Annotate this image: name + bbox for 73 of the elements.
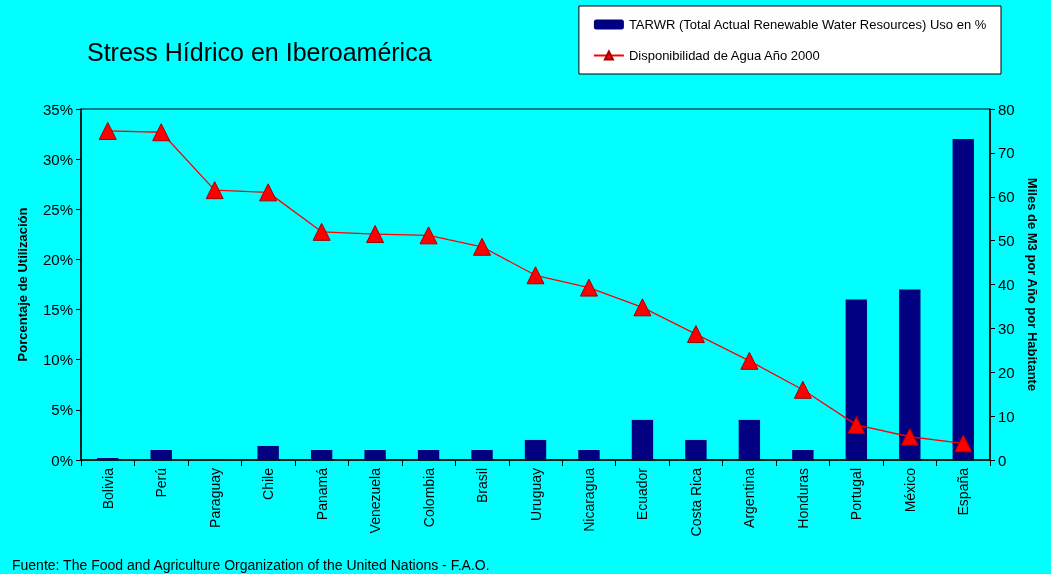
point bbox=[205, 181, 224, 200]
bar bbox=[952, 139, 974, 460]
legend-label: Disponibilidad de Agua Año 2000 bbox=[628, 48, 820, 63]
bar bbox=[471, 449, 493, 460]
bar bbox=[899, 289, 921, 460]
bar bbox=[524, 439, 547, 460]
x-tick-label: Ecuador bbox=[634, 467, 651, 521]
x-tick-label: Uruguay bbox=[527, 468, 544, 521]
x-tick-label: Chile bbox=[260, 467, 277, 500]
point bbox=[312, 222, 331, 241]
y2-tick-label: 10 bbox=[998, 407, 1015, 425]
bar bbox=[257, 445, 279, 460]
bar bbox=[845, 299, 868, 460]
y2-tick-label: 20 bbox=[998, 363, 1015, 381]
x-tick-label: Nicaragua bbox=[580, 467, 597, 532]
x-tick-label: Paraguay bbox=[206, 468, 223, 528]
y-tick-label: 5% bbox=[51, 401, 73, 419]
point bbox=[740, 351, 759, 370]
point bbox=[526, 266, 545, 285]
x-tick-label: Costa Rica bbox=[687, 467, 704, 537]
y2-tick-label: 80 bbox=[998, 100, 1015, 118]
x-tick-label: Perú bbox=[153, 468, 170, 498]
x-tick-label: México bbox=[901, 467, 918, 513]
x-tick-label: Bolivia bbox=[99, 467, 116, 510]
x-tick-label: Portugal bbox=[848, 468, 865, 521]
y-tick-label: 0% bbox=[51, 451, 73, 469]
point bbox=[259, 183, 278, 202]
y2-tick-label: 60 bbox=[998, 188, 1015, 206]
bar bbox=[792, 449, 814, 460]
y2-tick-label: 70 bbox=[998, 144, 1015, 162]
bar bbox=[738, 419, 761, 460]
x-tick-label: España bbox=[955, 467, 972, 516]
y-tick-label: 15% bbox=[42, 301, 73, 319]
bar bbox=[417, 449, 440, 460]
point bbox=[366, 225, 385, 244]
point bbox=[954, 434, 973, 453]
x-tick-label: Panamá bbox=[313, 467, 330, 521]
y-tick-label: 25% bbox=[42, 200, 73, 218]
bar bbox=[97, 457, 119, 460]
bar bbox=[578, 449, 600, 460]
y-tick-label: 35% bbox=[42, 100, 73, 118]
x-tick-label: Honduras bbox=[794, 468, 811, 529]
chart-title: Stress Hídrico en Iberoamérica bbox=[87, 37, 432, 66]
x-tick-label: Brasil bbox=[474, 468, 491, 504]
source-note: Fuente: The Food and Agriculture Organization of the United Nations - F.A.O. bbox=[12, 557, 490, 573]
y-tick-label: 20% bbox=[42, 250, 73, 268]
point bbox=[900, 427, 919, 446]
point bbox=[686, 325, 705, 344]
y-tick-label: 30% bbox=[42, 150, 73, 168]
point bbox=[579, 278, 598, 297]
point bbox=[419, 226, 438, 245]
y2-tick-label: 0 bbox=[998, 451, 1007, 469]
bar bbox=[150, 449, 172, 460]
bar bbox=[685, 439, 707, 460]
point bbox=[793, 380, 812, 399]
point bbox=[152, 123, 171, 142]
bar bbox=[631, 419, 654, 460]
y-tick-label: 10% bbox=[42, 351, 73, 369]
y2-tick-label: 40 bbox=[998, 276, 1015, 293]
point bbox=[473, 237, 492, 256]
x-tick-label: Colombia bbox=[420, 467, 437, 528]
point bbox=[633, 298, 652, 317]
x-tick-label: Venezuela bbox=[367, 467, 384, 534]
y2-tick-label: 30 bbox=[998, 319, 1015, 337]
y2-tick-label: 50 bbox=[998, 232, 1015, 250]
y2-axis-title: Miles de M3 por Año por Habitante bbox=[1024, 177, 1040, 392]
y-axis-title: Porcentaje de Utilización bbox=[15, 207, 30, 362]
bar bbox=[364, 449, 386, 460]
bar bbox=[310, 449, 333, 460]
x-tick-label: Argentina bbox=[741, 467, 758, 528]
point bbox=[98, 121, 117, 140]
legend-label: TARWR (Total Actual Renewable Water Resources) Uso en % bbox=[628, 17, 987, 32]
point bbox=[847, 415, 866, 434]
